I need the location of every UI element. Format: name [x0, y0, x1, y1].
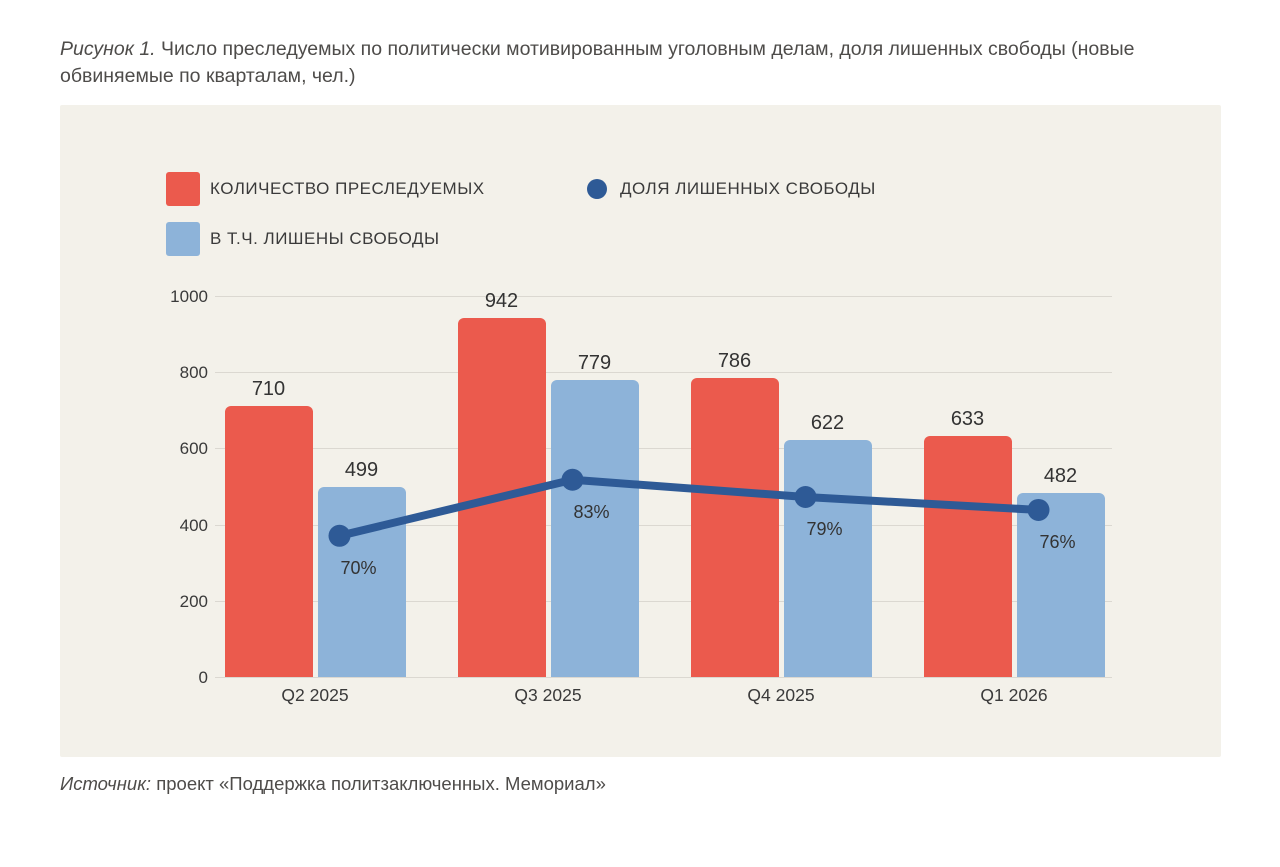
- legend-swatch-deprived: [166, 222, 200, 256]
- legend-label-prosecuted: КОЛИЧЕСТВО ПРЕСЛЕДУЕМЫХ: [210, 179, 485, 198]
- bar-deprived-2: [783, 440, 872, 677]
- bar-deprived-1: [550, 380, 639, 677]
- percent-label-3: 76%: [1039, 531, 1076, 552]
- bar-deprived-0: [317, 486, 406, 677]
- y-axis-tick-label-0: 0: [198, 668, 208, 687]
- percent-label-2: 79%: [806, 519, 843, 539]
- legend-label-deprived-share: ДОЛЯ ЛИШЕННЫХ СВОБОДЫ: [620, 179, 876, 198]
- source-text: проект «Поддержка политзаключенных. Мемо…: [156, 773, 606, 794]
- bar-prosecuted-0: [224, 406, 313, 677]
- bar-value-label-prosecuted-2: 786: [717, 349, 752, 372]
- bar-value-label-prosecuted-3: 633: [950, 407, 985, 430]
- figure-title: Рисунок 1. Число преследуемых по политич…: [60, 36, 1170, 90]
- chart-panel: КОЛИЧЕСТВО ПРЕСЛЕДУЕМЫХ ДОЛЯ ЛИШЕННЫХ СВ…: [60, 105, 1221, 757]
- percent-label-1: 83%: [573, 501, 610, 522]
- figure-title-text: Число преследуемых по политически мотиви…: [60, 38, 1135, 87]
- y-axis-tick-label-200: 200: [179, 591, 208, 611]
- x-axis-tick-label-2: Q4 2025: [747, 685, 815, 705]
- x-axis-tick-label-3: Q1 2026: [980, 685, 1048, 705]
- y-axis-tick-label-1000: 1000: [170, 287, 208, 306]
- figure-title-prefix: Рисунок 1.: [60, 38, 156, 60]
- legend-label-deprived: В Т.Ч. ЛИШЕНЫ СВОБОДЫ: [210, 229, 440, 248]
- bar-value-label-prosecuted-0: 710: [251, 378, 286, 401]
- source-line: Источник: проект «Поддержка политзаключе…: [60, 773, 606, 795]
- x-axis-tick-label-0: Q2 2025: [281, 685, 349, 705]
- y-axis-tick-label-600: 600: [179, 439, 208, 459]
- bar-value-label-prosecuted-1: 942: [484, 290, 519, 313]
- legend-dot-icon: [587, 179, 607, 199]
- bar-value-label-deprived-1: 779: [577, 352, 612, 375]
- source-prefix: Источник:: [60, 773, 152, 794]
- grid-line-600: [215, 448, 1112, 450]
- grid-line-0: [215, 677, 1112, 678]
- bar-value-label-deprived-0: 499: [344, 458, 379, 481]
- bar-deprived-3: [1016, 493, 1105, 677]
- x-axis-tick-label-1: Q3 2025: [514, 685, 582, 705]
- y-axis-tick-label-800: 800: [179, 363, 208, 383]
- grid-line-1000: [215, 296, 1112, 297]
- grid-line-800: [215, 372, 1112, 374]
- bar-value-label-deprived-2: 622: [810, 412, 845, 435]
- grid-line-200: [215, 600, 1112, 602]
- bar-value-label-deprived-3: 482: [1043, 465, 1078, 488]
- percent-label-0: 70%: [340, 557, 377, 578]
- legend-swatch-prosecuted: [166, 172, 200, 206]
- y-axis-tick-label-400: 400: [179, 515, 208, 535]
